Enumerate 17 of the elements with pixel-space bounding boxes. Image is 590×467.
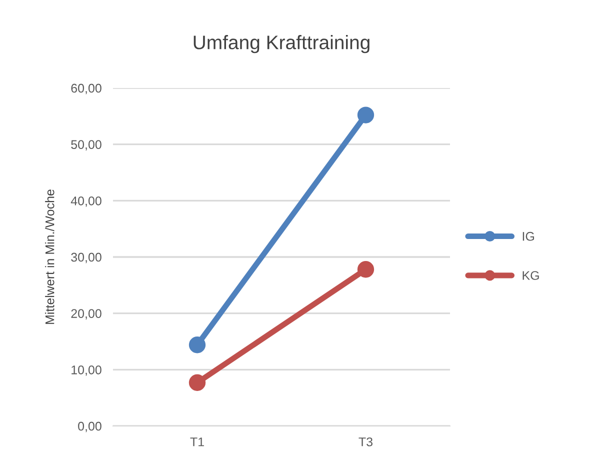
point [188,374,206,391]
x-tick-label: T1 [190,438,204,446]
y-tick-label: 0,00 [78,422,102,432]
legend-label: KG [522,271,539,280]
point [357,261,374,278]
point [188,336,206,354]
x-tick-label: T3 [358,437,372,446]
y-tick-label: 30,00 [71,252,102,264]
legend-label: IG [522,232,534,241]
y-tick-label: 40,00 [70,196,102,207]
y-tick-label: 50,00 [71,140,102,150]
y-tick-label: 20,00 [71,309,102,320]
chart-title: Umfang Krafttraining [194,35,370,54]
y-tick-label: 60,00 [71,84,102,94]
y-tick-label: 10,00 [72,365,102,376]
point [357,106,374,124]
y-axis-title: Mittelwert in Min./Woche [45,190,54,324]
